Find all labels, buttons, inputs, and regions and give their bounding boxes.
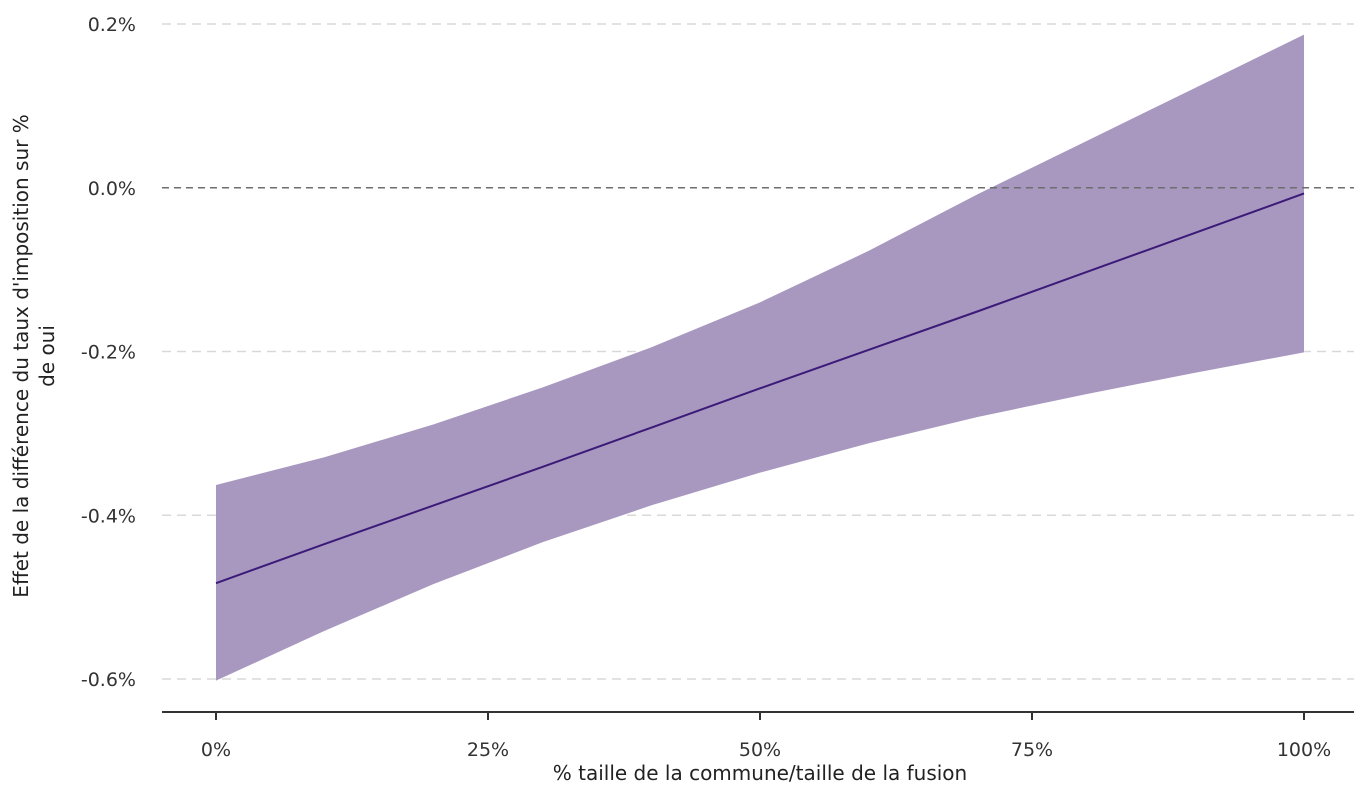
estimate-line — [215, 192, 1305, 585]
x-axis-title: % taille de la commune/taille de la fusi… — [553, 761, 967, 785]
confidence-band — [216, 34, 1304, 681]
y-axis-title-line-1: Effet de la différence du taux d'imposit… — [9, 114, 33, 597]
y-tick-label-0: 0.2% — [88, 14, 136, 36]
line-layer — [215, 192, 1305, 585]
x-tick-label-2: 50% — [739, 739, 781, 761]
y-axis-title-line-2: de oui — [35, 325, 59, 387]
y-tick-label-3: -0.4% — [81, 505, 136, 527]
y-tick-label-4: -0.6% — [81, 669, 136, 691]
x-tick-label-layer: 0% 25% 50% 75% 100% — [201, 739, 1331, 761]
y-tick-label-1: 0.0% — [88, 178, 136, 200]
x-tick-label-0: 0% — [201, 739, 231, 761]
x-tick-label-3: 75% — [1011, 739, 1053, 761]
y-tick-label-2: -0.2% — [81, 342, 136, 364]
x-tick-label-4: 100% — [1277, 739, 1331, 761]
axis-layer — [162, 711, 1354, 720]
y-axis-title-group: Effet de la différence du taux d'imposit… — [9, 114, 59, 597]
band-layer — [216, 34, 1304, 681]
y-tick-label-layer: 0.2% 0.0% -0.2% -0.4% -0.6% — [81, 14, 136, 691]
x-tick-label-1: 25% — [467, 739, 509, 761]
